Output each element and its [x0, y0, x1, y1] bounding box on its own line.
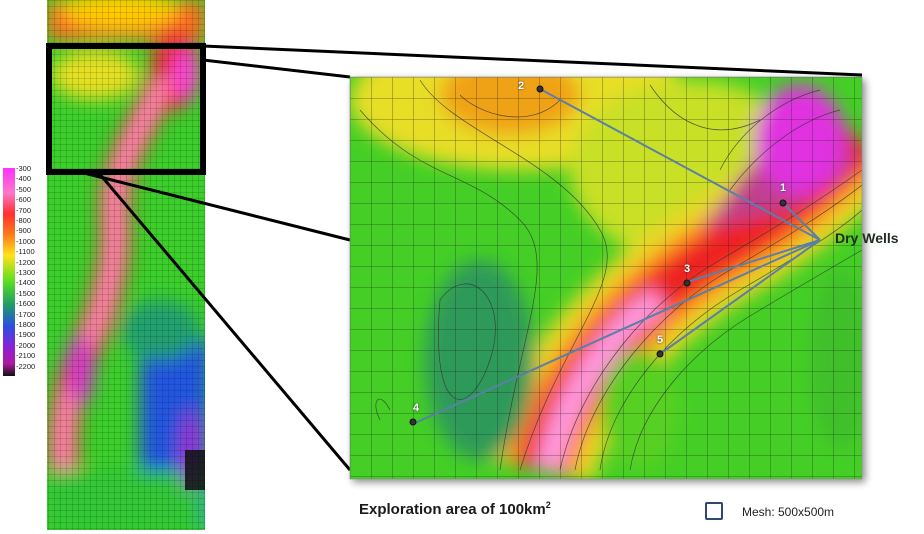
mesh-size-label: Mesh: 500x500m [742, 505, 835, 519]
well-marker-1 [779, 199, 787, 207]
color-scale-tick: -400 [16, 174, 32, 184]
color-scale-tick: -700 [16, 205, 32, 215]
mesh-square-icon [705, 502, 723, 520]
color-scale-tick: -1700 [16, 309, 36, 319]
color-scale-tick: -1200 [16, 257, 36, 267]
exploration-area-caption: Exploration area of 100km2 [359, 500, 551, 518]
dry-well-pointer-lines [414, 88, 821, 424]
color-scale-tick: -1300 [16, 268, 36, 277]
well-label-1: 1 [780, 182, 787, 194]
color-scale-tick: -1500 [16, 288, 36, 298]
zoomed-map [349, 76, 863, 480]
well-marker-2 [536, 85, 544, 93]
dry-wells-annotation: Dry Wells [835, 230, 899, 246]
caption-text: Exploration area of 100km [359, 501, 546, 518]
color-scale-tick: -2200 [16, 361, 36, 371]
color-scale-tick: -1000 [16, 236, 36, 246]
color-scale-tick: -2000 [16, 340, 36, 350]
well-marker-3 [683, 279, 691, 287]
color-scale-tick: -900 [16, 226, 32, 236]
color-scale-tick: -2100 [16, 351, 36, 361]
zoom-projection-lines [79, 44, 863, 471]
well-label-2: 2 [518, 80, 525, 92]
well-markers [409, 85, 787, 426]
well-label-5: 5 [657, 334, 664, 346]
well-label-3: 3 [684, 263, 691, 275]
color-scale-tick: -1100 [16, 247, 35, 257]
zoom-selection-frame [46, 43, 206, 175]
color-scale-tick: -800 [16, 216, 32, 225]
color-scale-tick: -1900 [16, 330, 36, 340]
color-scale-tick: -1400 [16, 278, 36, 288]
color-scale-tick: -300 [16, 164, 32, 173]
well-marker-4 [409, 418, 417, 426]
well-label-4: 4 [413, 402, 420, 414]
well-marker-5 [656, 350, 664, 358]
color-scale-tick: -600 [16, 195, 32, 205]
overview-map [47, 0, 205, 530]
color-scale-tick: -1600 [16, 299, 36, 309]
color-scale-tick: -500 [16, 184, 32, 194]
color-scale-tick: -1800 [16, 320, 36, 329]
caption-superscript: 2 [545, 500, 551, 510]
